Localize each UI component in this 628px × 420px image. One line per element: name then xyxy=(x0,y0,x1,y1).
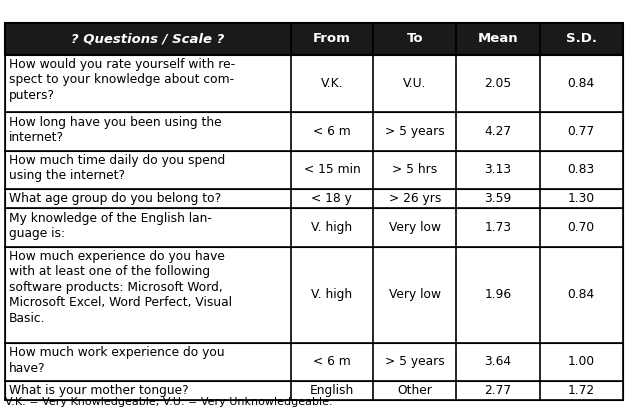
Text: 4.27: 4.27 xyxy=(484,125,511,138)
Text: > 5 years: > 5 years xyxy=(385,125,445,138)
Text: > 5 years: > 5 years xyxy=(385,355,445,368)
Text: 0.83: 0.83 xyxy=(568,163,595,176)
Text: 1.30: 1.30 xyxy=(568,192,595,205)
Text: How much work experience do you
have?: How much work experience do you have? xyxy=(9,346,224,375)
Text: 0.77: 0.77 xyxy=(568,125,595,138)
Text: ? Questions / Scale ?: ? Questions / Scale ? xyxy=(71,32,224,45)
Text: 3.59: 3.59 xyxy=(484,192,511,205)
Text: What age group do you belong to?: What age group do you belong to? xyxy=(9,192,221,205)
Text: How long have you been using the
internet?: How long have you been using the interne… xyxy=(9,116,222,144)
Text: My knowledge of the English lan-
guage is:: My knowledge of the English lan- guage i… xyxy=(9,212,212,240)
Text: < 18 y: < 18 y xyxy=(311,192,352,205)
Text: To: To xyxy=(406,32,423,45)
Text: Mean: Mean xyxy=(477,32,518,45)
Text: V. high: V. high xyxy=(311,288,352,301)
Text: < 6 m: < 6 m xyxy=(313,125,351,138)
Text: 0.84: 0.84 xyxy=(568,77,595,90)
Text: 2.05: 2.05 xyxy=(484,77,511,90)
Text: English: English xyxy=(310,384,354,397)
Text: S.D.: S.D. xyxy=(566,32,597,45)
Text: < 6 m: < 6 m xyxy=(313,355,351,368)
Text: How much experience do you have
with at least one of the following
software prod: How much experience do you have with at … xyxy=(9,250,232,325)
Text: 1.00: 1.00 xyxy=(568,355,595,368)
Text: 3.64: 3.64 xyxy=(484,355,511,368)
Text: > 5 hrs: > 5 hrs xyxy=(392,163,437,176)
Text: How would you rate yourself with re-
spect to your knowledge about com-
puters?: How would you rate yourself with re- spe… xyxy=(9,58,235,102)
Text: < 15 min: < 15 min xyxy=(303,163,360,176)
Text: 0.70: 0.70 xyxy=(568,221,595,234)
Text: 1.73: 1.73 xyxy=(484,221,511,234)
Text: Very low: Very low xyxy=(389,288,441,301)
Text: 0.84: 0.84 xyxy=(568,288,595,301)
Text: Very low: Very low xyxy=(389,221,441,234)
Text: What is your mother tongue?: What is your mother tongue? xyxy=(9,384,188,397)
Text: 1.96: 1.96 xyxy=(484,288,511,301)
Text: Other: Other xyxy=(398,384,432,397)
Text: 1.72: 1.72 xyxy=(568,384,595,397)
Text: V.K.: V.K. xyxy=(321,77,343,90)
Text: V. high: V. high xyxy=(311,221,352,234)
Text: How much time daily do you spend
using the internet?: How much time daily do you spend using t… xyxy=(9,154,225,182)
Text: From: From xyxy=(313,32,351,45)
Text: V.U.: V.U. xyxy=(403,77,426,90)
Text: 3.13: 3.13 xyxy=(484,163,511,176)
Text: V.K. = Very Knowledgeable; V.U. = Very Unknowledgeable.: V.K. = Very Knowledgeable; V.U. = Very U… xyxy=(5,396,333,407)
Text: > 26 yrs: > 26 yrs xyxy=(389,192,441,205)
Text: 2.77: 2.77 xyxy=(484,384,511,397)
